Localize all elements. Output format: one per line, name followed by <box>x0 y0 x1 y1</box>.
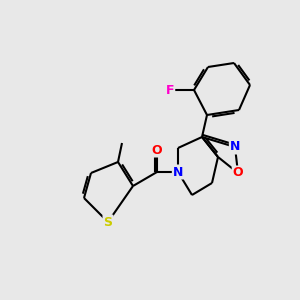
Text: N: N <box>173 166 183 178</box>
Text: F: F <box>166 83 174 97</box>
Text: O: O <box>233 167 243 179</box>
Text: N: N <box>230 140 240 154</box>
Text: S: S <box>103 215 112 229</box>
Text: O: O <box>152 143 162 157</box>
